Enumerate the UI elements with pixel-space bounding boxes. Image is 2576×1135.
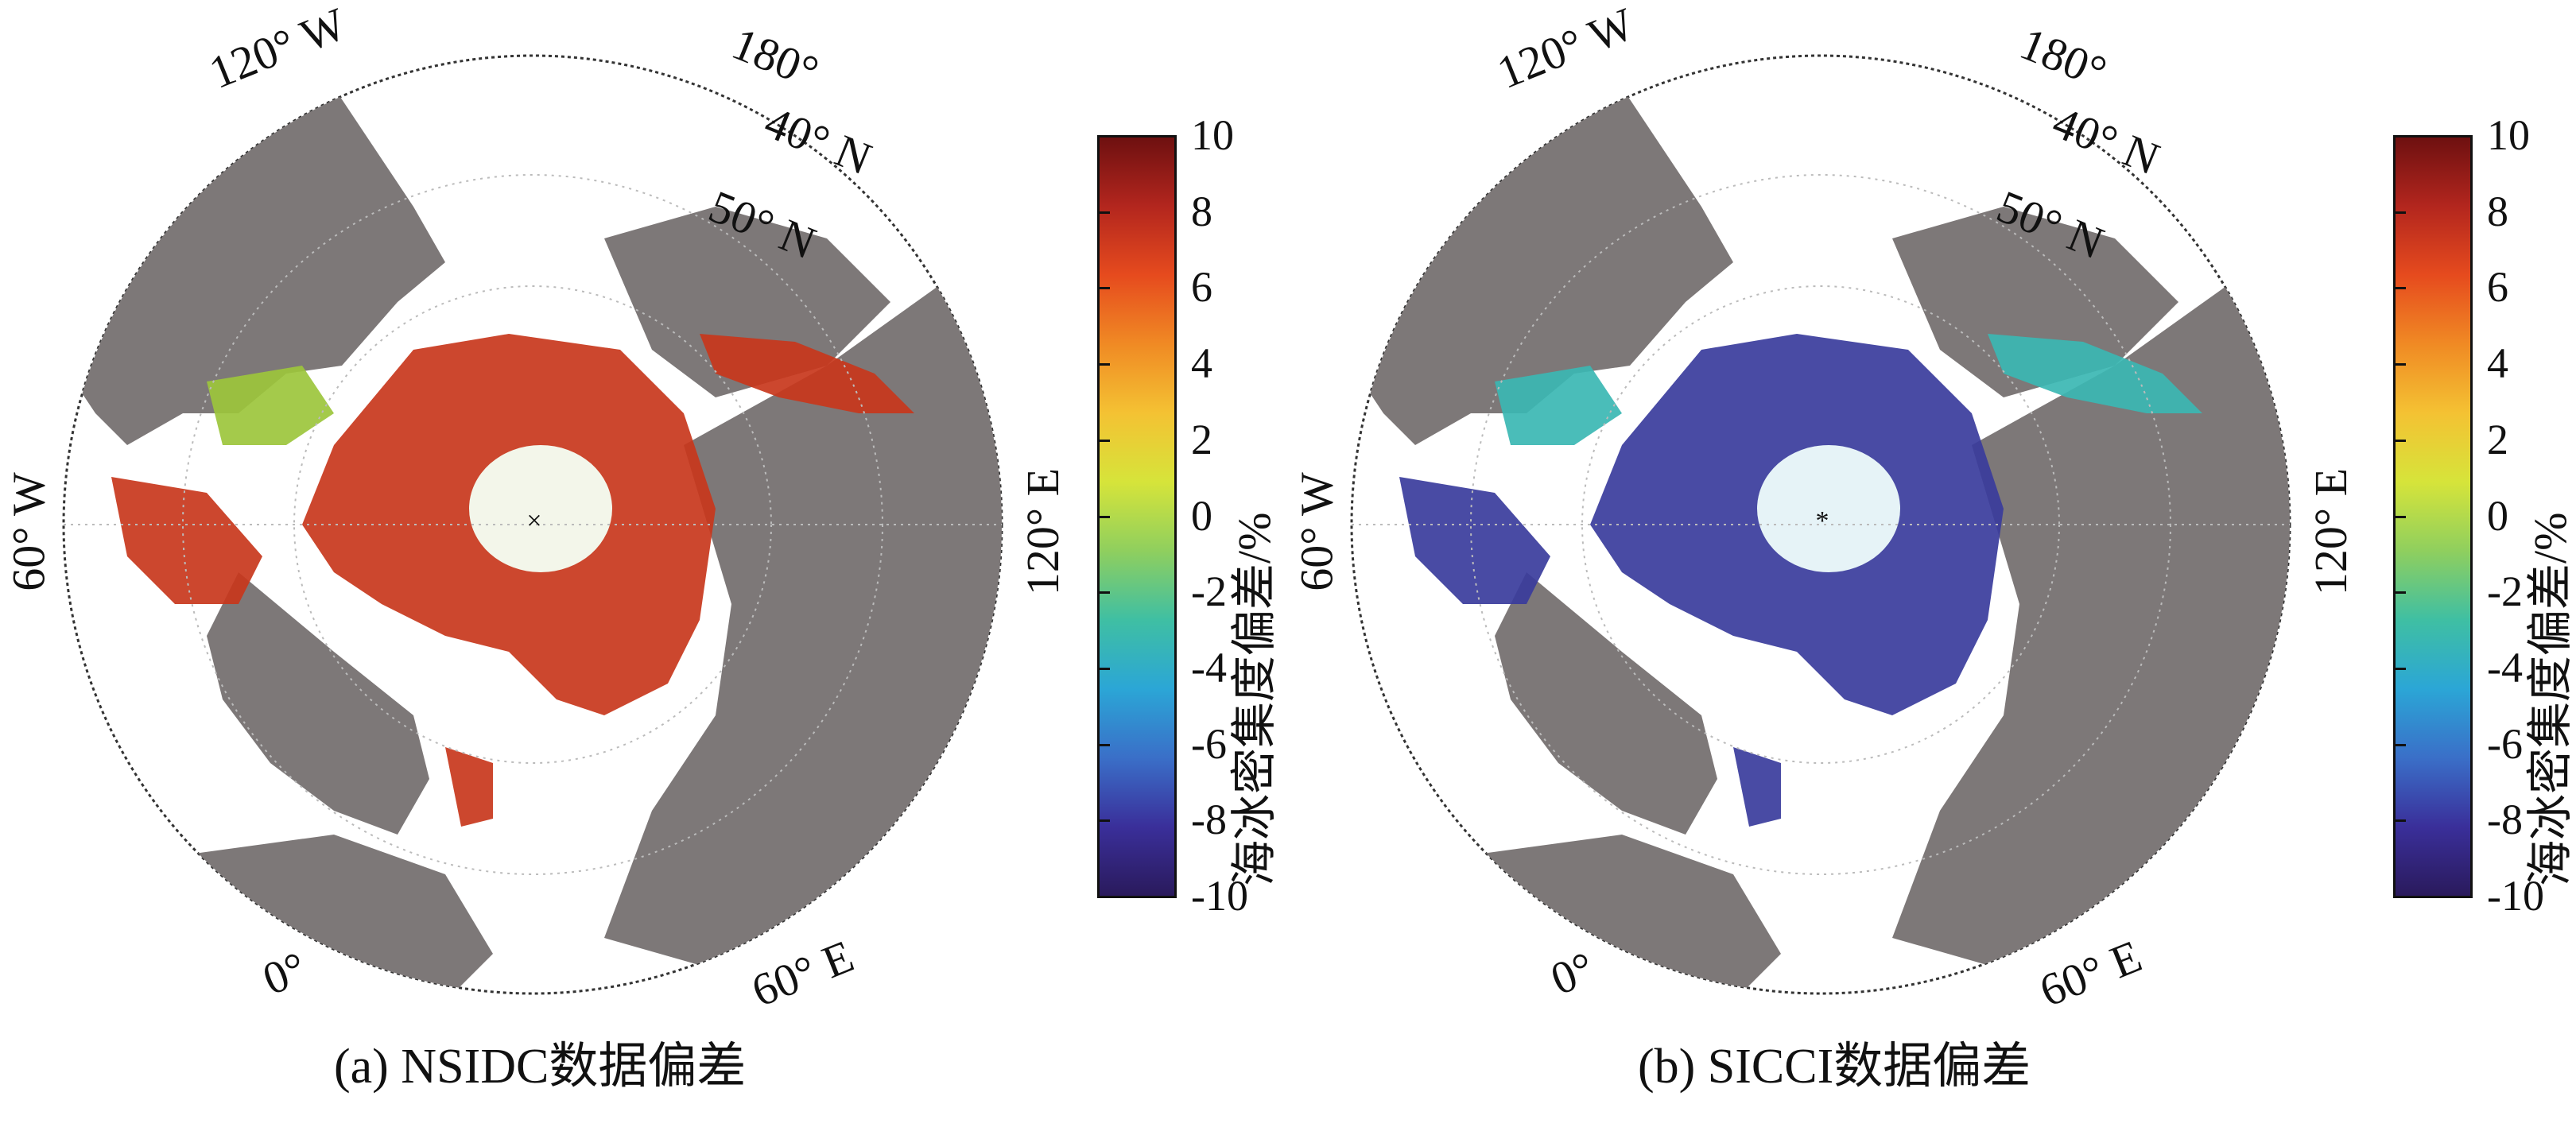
lat-circle-50 — [293, 285, 772, 764]
pole-hole — [469, 445, 612, 572]
colorbar-tick-mark — [2393, 211, 2406, 214]
label-60w: 60° W — [2, 472, 55, 591]
sea-ice-bering — [700, 334, 914, 413]
caption-a: (a) NSIDC数据偏差 — [334, 1040, 747, 1094]
colorbar-tick-mark — [1097, 744, 1110, 746]
colorbar-tick-label: -2 — [2487, 568, 2523, 615]
colorbar-tick-label: 10 — [1191, 111, 1234, 159]
colorbar-tick-label: 4 — [1191, 339, 1212, 387]
colorbar-tick-mark — [1097, 363, 1110, 366]
colorbar-tick-mark — [2393, 363, 2406, 366]
label-120e: 120° E — [1017, 467, 1069, 596]
colorbar-tick-mark — [1097, 211, 1110, 214]
pole-hole — [1757, 445, 1900, 572]
colorbar-title: 海冰密集度偏差/% — [2524, 512, 2576, 886]
caption-b: (b) SICCI数据偏差 — [1638, 1040, 2031, 1094]
lat-circle-40 — [1470, 174, 2171, 875]
sea-ice-bering — [1988, 334, 2202, 413]
colorbar-tick-label: 10 — [2487, 111, 2530, 159]
colorbar-tick-label: 8 — [2487, 188, 2508, 235]
colorbar-tick-mark — [2393, 668, 2406, 670]
land-greenland — [1495, 572, 1717, 835]
colorbar-tick-label: -10 — [2487, 872, 2544, 920]
colorbar-tick-mark — [1097, 516, 1110, 518]
colorbar-tick-label: 2 — [2487, 416, 2508, 463]
sea-ice-baltic — [1733, 747, 1781, 827]
polar-map-a: × — [62, 54, 1003, 995]
colorbar-tick-mark — [2393, 516, 2406, 518]
colorbar-tick-mark — [1097, 591, 1110, 594]
sea-ice-baltic — [445, 747, 493, 827]
colorbar-tick-label: -8 — [2487, 796, 2523, 843]
colorbar-tick-label: 6 — [1191, 263, 1212, 311]
colorbar-tick-label: -2 — [1191, 568, 1227, 615]
colorbar-tick-mark — [1097, 819, 1110, 822]
land-siberia-north — [604, 207, 890, 397]
colorbar-tick-label: 0 — [1191, 492, 1212, 540]
lat-circle-40 — [182, 174, 883, 875]
colorbar-title: 海冰密集度偏差/% — [1228, 512, 1280, 886]
colorbar-tick-mark — [2393, 591, 2406, 594]
colorbar-tick-mark — [2393, 819, 2406, 822]
label-120e: 120° E — [2305, 467, 2357, 596]
colorbar-tick-label: 4 — [2487, 339, 2508, 387]
colorbar-tick-mark — [1097, 440, 1110, 442]
colorbar-tick-label: -4 — [1191, 644, 1227, 691]
panel-b: * 120° W 180° 40° N 50° N 60° W 120° E 0… — [1288, 0, 2576, 1135]
colorbar-tick-label: 8 — [1191, 188, 1212, 235]
sea-ice-labrador — [111, 477, 262, 604]
colorbar-tick-label: -6 — [1191, 720, 1227, 768]
land-greenland — [207, 572, 429, 835]
sea-ice-hudson — [1495, 366, 1622, 445]
lat-circle-50 — [1581, 285, 2060, 764]
colorbar-tick-label: -6 — [2487, 720, 2523, 768]
label-60w: 60° W — [1290, 472, 1343, 591]
colorbar-tick-mark — [2393, 440, 2406, 442]
panel-a: × 120° W 180° 40° N 50° N 60° W 120° E 0… — [2, 0, 1280, 1094]
colorbar-tick-label: 2 — [1191, 416, 1212, 463]
colorbar-tick-label: -10 — [1191, 872, 1248, 920]
colorbar-tick-mark — [2393, 135, 2406, 138]
colorbar-tick-mark — [2393, 896, 2406, 898]
colorbar-tick-label: 0 — [2487, 492, 2508, 540]
colorbar-tick-mark — [1097, 668, 1110, 670]
colorbar-tick-label: -8 — [1191, 796, 1227, 843]
pole-marker: * — [1816, 506, 1829, 536]
sea-ice-labrador — [1399, 477, 1550, 604]
colorbar-tick-label: 6 — [2487, 263, 2508, 311]
colorbar-tick-mark — [1097, 287, 1110, 289]
colorbar-tick-mark — [2393, 287, 2406, 289]
colorbar-tick-mark — [2393, 744, 2406, 746]
colorbar-tick-label: -4 — [2487, 644, 2523, 691]
sea-ice-hudson — [207, 366, 334, 445]
land-siberia-north — [1892, 207, 2178, 397]
colorbar-tick-mark — [1097, 135, 1110, 138]
colorbar-tick-mark — [1097, 896, 1110, 898]
polar-map-b: * — [1350, 54, 2291, 995]
pole-marker: × — [526, 506, 541, 536]
colorbar-gradient — [2393, 135, 2473, 898]
